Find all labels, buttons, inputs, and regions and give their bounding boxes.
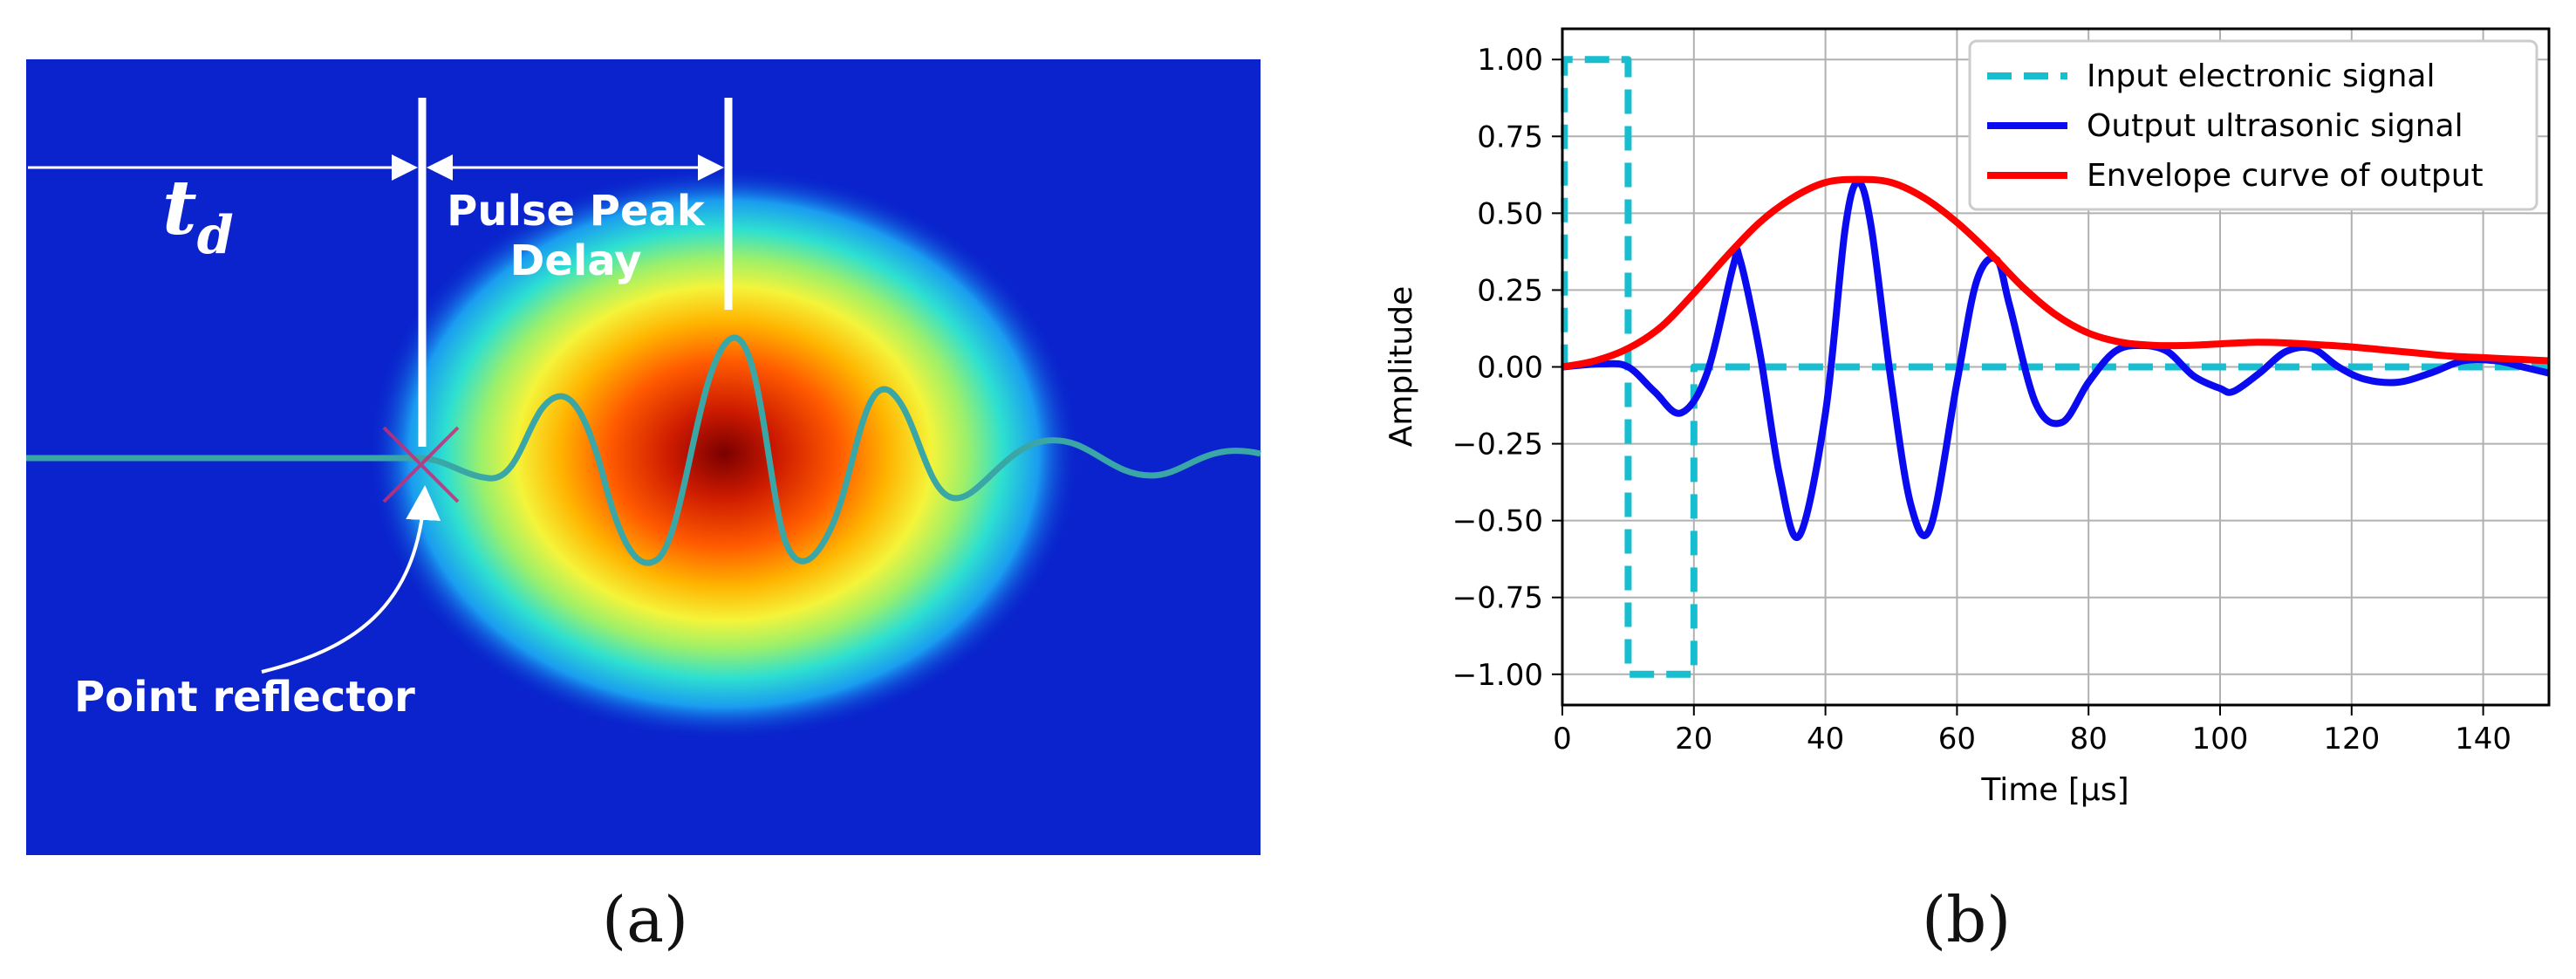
series-output-signal-line	[1561, 179, 2550, 542]
x-tick-label: 40	[1807, 722, 1844, 756]
x-tick-label: 100	[2192, 722, 2249, 756]
td-label-subscript: d	[197, 205, 234, 266]
reflector-pointer-arrow	[261, 485, 441, 674]
panel-b-label: (b)	[1922, 883, 2012, 956]
x-tick-label: 80	[2070, 722, 2108, 756]
x-tick-label: 60	[1938, 722, 1976, 756]
x-tick-label: 0	[1553, 722, 1572, 756]
x-tick-label: 140	[2455, 722, 2511, 756]
y-tick-label: 0.25	[1477, 273, 1543, 308]
y-tick-label: 0.00	[1477, 351, 1543, 386]
series-envelope-line	[1561, 175, 2550, 371]
point-reflector-marker	[382, 426, 460, 503]
x-tick-label: 20	[1675, 722, 1712, 756]
legend-box	[1968, 39, 2538, 211]
x-axis-label: Time [μs]	[1980, 772, 2128, 808]
heatmap-blob	[366, 166, 1082, 742]
y-tick-label: 1.00	[1477, 43, 1543, 78]
y-tick-label: 0.75	[1477, 120, 1543, 154]
legend: Input electronic signal Output ultrasonic…	[1968, 39, 2538, 211]
y-tick-label: −0.25	[1452, 428, 1543, 462]
y-tick-label: −0.50	[1452, 504, 1543, 539]
pulse-peak-label-line1: Pulse Peak	[447, 187, 706, 236]
x-tick-label: 120	[2323, 722, 2380, 756]
y-tick-label: −1.00	[1452, 658, 1543, 693]
legend-item-envelope-label: Envelope curve of output	[2087, 158, 2484, 194]
td-label: td	[162, 164, 234, 266]
pulse-peak-label-line2: Delay	[509, 236, 641, 285]
tick-layer: 0 20 40 60 80 100 120 140 1.00 0.75 0.50 0.25 0.00 −0…	[1452, 43, 2511, 756]
y-axis-label: Amplitude	[1384, 286, 1419, 447]
panel-a-label: (a)	[602, 883, 689, 956]
y-tick-label: 0.50	[1477, 196, 1543, 231]
legend-item-output-label: Output ultrasonic signal	[2087, 108, 2463, 144]
point-reflector-label: Point reflector	[74, 673, 415, 722]
legend-item-input-label: Input electronic signal	[2087, 58, 2435, 94]
echo-waveform-trace	[26, 334, 1261, 566]
series-layer	[1561, 56, 2550, 678]
td-label-main: t	[162, 164, 197, 252]
y-tick-label: −0.75	[1452, 581, 1543, 616]
